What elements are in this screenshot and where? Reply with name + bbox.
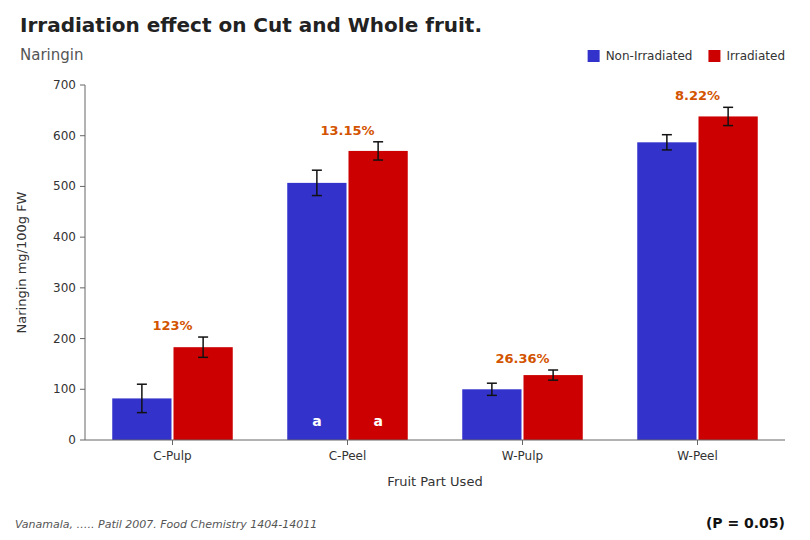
bar-letter: a xyxy=(373,413,382,429)
error-line xyxy=(552,370,554,380)
x-tick-label: C-Peel xyxy=(329,449,367,463)
error-cap xyxy=(137,383,147,385)
y-tick-label: 300 xyxy=(53,281,76,295)
y-tick xyxy=(80,338,85,339)
p-value: (P = 0.05) xyxy=(706,515,785,531)
error-cap xyxy=(198,336,208,338)
error-cap xyxy=(662,134,672,136)
legend-swatch xyxy=(708,50,720,62)
error-bar xyxy=(312,170,322,195)
y-tick xyxy=(80,85,85,86)
error-line xyxy=(141,384,143,412)
legend-label: Irradiated xyxy=(726,49,785,63)
y-tick xyxy=(80,389,85,390)
bar xyxy=(637,142,696,440)
y-tick-label: 400 xyxy=(53,230,76,244)
error-bar xyxy=(548,370,558,380)
x-axis-label: Fruit Part Used xyxy=(387,474,482,489)
error-line xyxy=(491,383,493,395)
error-cap xyxy=(373,159,383,161)
error-cap xyxy=(487,382,497,384)
x-tick xyxy=(347,440,348,445)
y-tick-label: 200 xyxy=(53,332,76,346)
x-tick-label: C-Pulp xyxy=(153,449,191,463)
error-cap xyxy=(548,379,558,381)
y-tick-label: 0 xyxy=(68,433,76,447)
y-tick xyxy=(80,440,85,441)
y-tick-label: 100 xyxy=(53,382,76,396)
y-tick-label: 500 xyxy=(53,179,76,193)
error-cap xyxy=(548,369,558,371)
error-bar xyxy=(137,384,147,412)
percent-label: 13.15% xyxy=(320,123,374,138)
error-bar xyxy=(198,337,208,357)
bar-letter: a xyxy=(312,413,321,429)
bar xyxy=(287,183,346,440)
error-bar xyxy=(662,135,672,150)
marks xyxy=(112,107,758,440)
error-line xyxy=(316,170,318,195)
error-cap xyxy=(312,195,322,197)
x-tick-label: W-Pulp xyxy=(502,449,543,463)
error-cap xyxy=(723,125,733,127)
subtitle: Naringin xyxy=(20,46,83,64)
error-cap xyxy=(662,149,672,151)
y-tick-label: 700 xyxy=(53,78,76,92)
error-cap xyxy=(373,141,383,143)
error-line xyxy=(666,135,668,150)
error-bar xyxy=(723,107,733,125)
error-line xyxy=(377,142,379,160)
y-tick xyxy=(80,237,85,238)
y-tick xyxy=(80,135,85,136)
error-cap xyxy=(137,412,147,414)
legend-swatch xyxy=(588,50,600,62)
y-tick xyxy=(80,186,85,187)
y-tick xyxy=(80,287,85,288)
legend-label: Non-Irradiated xyxy=(606,49,693,63)
percent-label: 26.36% xyxy=(495,351,549,366)
error-line xyxy=(202,337,204,357)
y-axis-label: Naringin mg/100g FW xyxy=(14,191,29,333)
error-cap xyxy=(487,395,497,397)
error-cap xyxy=(198,357,208,359)
error-cap xyxy=(723,107,733,109)
bar xyxy=(699,116,758,440)
percent-label: 8.22% xyxy=(675,88,720,103)
percent-label: 123% xyxy=(152,318,192,333)
x-tick xyxy=(697,440,698,445)
x-tick xyxy=(172,440,173,445)
x-axis-line xyxy=(85,440,785,441)
legend: Irradiated Non-Irradiated xyxy=(588,49,785,63)
footnote: Vanamala, ….. Patil 2007. Food Chemistry… xyxy=(15,518,317,531)
bar xyxy=(349,151,408,440)
y-tick-label: 600 xyxy=(53,129,76,143)
error-line xyxy=(727,107,729,125)
error-bar xyxy=(373,142,383,160)
error-cap xyxy=(312,169,322,171)
x-tick xyxy=(522,440,523,445)
bar xyxy=(462,389,521,440)
x-tick-label: W-Peel xyxy=(677,449,718,463)
chart: Irradiation effect on Cut and Whole frui… xyxy=(0,0,810,540)
bar xyxy=(524,375,583,440)
bar xyxy=(174,347,233,440)
title: Irradiation effect on Cut and Whole frui… xyxy=(20,13,482,37)
y-axis-line xyxy=(85,85,86,440)
error-bar xyxy=(487,383,497,395)
